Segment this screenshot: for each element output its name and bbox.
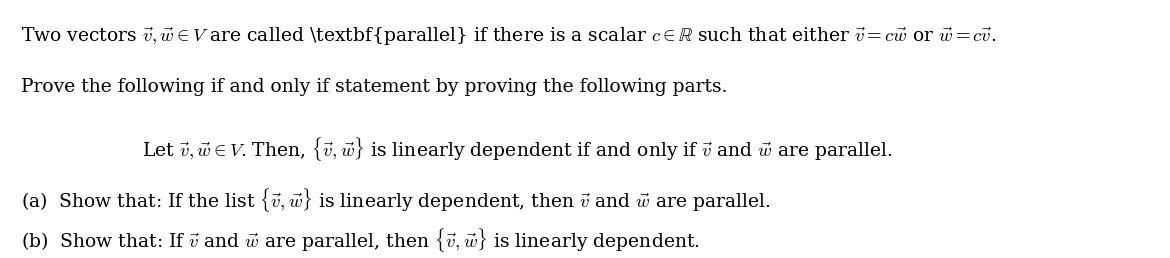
Text: Let $\vec{v}, \vec{w} \in V$. Then, $\{\vec{v}, \vec{w}\}$ is linearly dependent: Let $\vec{v}, \vec{w} \in V$. Then, $\{\… — [142, 135, 893, 163]
Text: Prove the following if and only if statement by proving the following parts.: Prove the following if and only if state… — [21, 78, 728, 96]
Text: (a)  Show that: If the list $\{\vec{v}, \vec{w}\}$ is linearly dependent, then $: (a) Show that: If the list $\{\vec{v}, \… — [21, 186, 771, 214]
Text: (b)  Show that: If $\vec{v}$ and $\vec{w}$ are parallel, then $\{\vec{v}, \vec{w: (b) Show that: If $\vec{v}$ and $\vec{w}… — [21, 226, 700, 254]
Text: Two vectors $\vec{v}, \vec{w} \in V$ are called \textbf{parallel} if there is a : Two vectors $\vec{v}, \vec{w} \in V$ are… — [21, 25, 996, 47]
